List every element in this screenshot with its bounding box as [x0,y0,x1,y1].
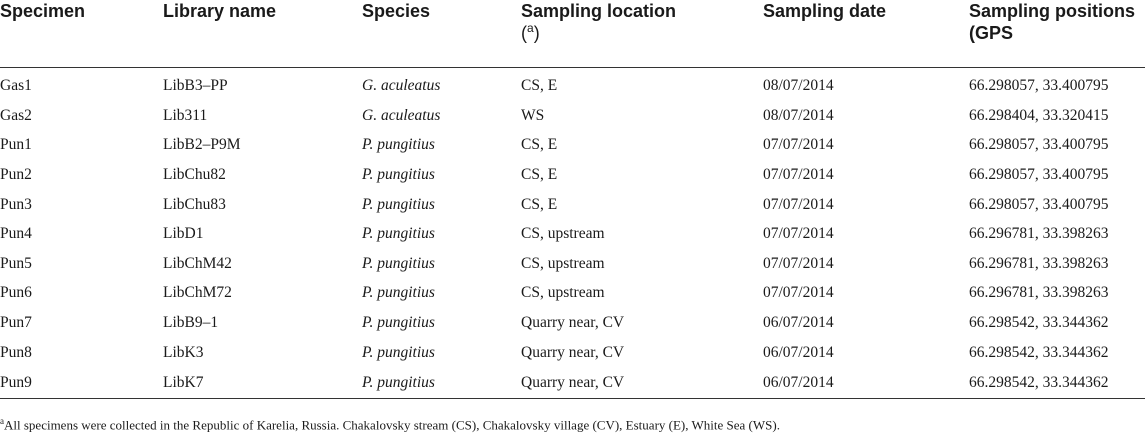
table-row: Pun9 LibK7 P. pungitius Quarry near, CV 06/0… [0,367,1145,400]
table-footnote: aAll specimens were collected in the Rep… [0,416,780,433]
cell-species: P. pungitius [362,367,521,400]
footnote-marker: a [0,416,4,426]
cell-specimen: Pun2 [0,166,32,184]
cell-sampling-date: 07/07/2014 [763,225,834,243]
table-row: Pun5 LibChM42 P. pungitius CS, upstream 07/0… [0,249,1145,279]
table-row: Pun6 LibChM72 P. pungitius CS, upstream 07/0… [0,279,1145,309]
cell-gps-position: 66.296781, 33.398263 [969,284,1109,302]
footnote-text: All specimens were collected in the Repu… [4,417,780,433]
cell-library-name: LibChM42 [163,254,232,272]
header-specimen: Specimen [0,0,163,68]
cell-specimen: Gas2 [0,106,32,124]
cell-sampling-location: Quarry near, CV [521,367,763,400]
cell-gps-position: 66.298057, 33.400795 [969,136,1109,154]
cell-species: P. pungitius [362,343,435,361]
cell-sampling-date: 06/07/2014 [763,314,834,332]
cell-gps-position: 66.298057, 33.400795 [969,166,1109,184]
table-row: Gas1 LibB3–PP G. aculeatus CS, E 08/07/2014 6… [0,67,1145,101]
cell-species: P. pungitius [362,136,435,154]
cell-sampling-location: CS, upstream [521,225,605,243]
cell-sampling-location: CS, upstream [521,254,605,272]
cell-library-name: LibD1 [163,225,204,243]
cell-sampling-location: WS [521,106,545,124]
cell-library-name: LibChu82 [163,166,226,184]
cell-library-name: LibB9–1 [163,314,219,332]
cell-gps-position: 66.298057, 33.400795 [969,77,1109,95]
cell-species: P. pungitius [362,284,435,302]
cell-sampling-date: 08/07/2014 [763,106,834,124]
table-row: Pun1 LibB2–P9M P. pungitius CS, E 07/07/2014… [0,131,1145,161]
cell-sampling-location: CS, upstream [521,284,605,302]
cell-library-name: LibK7 [163,367,362,400]
cell-specimen: Pun9 [0,367,163,400]
header-sampling-location: Sampling location (a) [521,0,763,68]
table-body: Gas1 LibB3–PP G. aculeatus CS, E 08/07/2014 6… [0,67,1145,400]
table-row: Pun7 LibB9–1 P. pungitius Quarry near, CV 06… [0,308,1145,338]
cell-gps-position: 66.298542, 33.344362 [969,314,1109,332]
table-row: Pun8 LibK3 P. pungitius Quarry near, CV 06/0… [0,338,1145,368]
location-footnote-ref: (a) [521,21,540,43]
cell-library-name: Lib311 [163,106,208,124]
table-row: Pun2 LibChu82 P. pungitius CS, E 07/07/2014 6… [0,160,1145,190]
cell-specimen: Pun1 [0,136,32,154]
cell-sampling-location: Quarry near, CV [521,314,625,332]
cell-specimen: Gas1 [0,77,32,95]
cell-library-name: LibK3 [163,343,204,361]
cell-species: G. aculeatus [362,77,441,95]
cell-sampling-location: CS, E [521,195,558,213]
table-row: Pun3 LibChu83 P. pungitius CS, E 07/07/2014 6… [0,190,1145,220]
header-sampling-date: Sampling date [763,0,969,68]
cell-gps-position: 66.298404, 33.320415 [969,106,1109,124]
cell-sampling-location: CS, E [521,77,558,95]
cell-gps-position: 66.298542, 33.344362 [969,367,1145,400]
cell-sampling-location: Quarry near, CV [521,343,625,361]
cell-gps-position: 66.298057, 33.400795 [969,195,1109,213]
cell-gps-position: 66.296781, 33.398263 [969,254,1109,272]
cell-sampling-date: 07/07/2014 [763,284,834,302]
table-row: Gas2 Lib311 G. aculeatus WS 08/07/2014 66.298… [0,101,1145,131]
cell-species: P. pungitius [362,166,435,184]
cell-sampling-location: CS, E [521,166,558,184]
cell-library-name: LibChu83 [163,195,226,213]
cell-gps-position: 66.296781, 33.398263 [969,225,1109,243]
cell-species: P. pungitius [362,225,435,243]
cell-sampling-date: 07/07/2014 [763,166,834,184]
cell-species: P. pungitius [362,195,435,213]
cell-sampling-date: 06/07/2014 [763,367,969,400]
cell-library-name: LibB2–P9M [163,136,241,154]
cell-species: G. aculeatus [362,106,441,124]
cell-species: P. pungitius [362,314,435,332]
cell-specimen: Pun7 [0,314,32,332]
cell-library-name: LibChM72 [163,284,232,302]
cell-sampling-date: 08/07/2014 [763,77,834,95]
cell-sampling-date: 07/07/2014 [763,195,834,213]
header-library-name: Library name [163,0,362,68]
table-row: Pun4 LibD1 P. pungitius CS, upstream 07/07/2… [0,219,1145,249]
cell-specimen: Pun4 [0,225,32,243]
cell-specimen: Pun3 [0,195,32,213]
cell-specimen: Pun6 [0,284,32,302]
cell-specimen: Pun8 [0,343,32,361]
cell-species: P. pungitius [362,254,435,272]
cell-sampling-date: 06/07/2014 [763,343,834,361]
header-sampling-positions: Sampling positions (GPS [969,0,1145,68]
cell-library-name: LibB3–PP [163,77,228,95]
cell-gps-position: 66.298542, 33.344362 [969,343,1109,361]
cell-sampling-date: 07/07/2014 [763,136,834,154]
cell-sampling-date: 07/07/2014 [763,254,834,272]
table-header-row: Specimen Library name Species Sampling l… [0,0,1145,68]
cell-sampling-location: CS, E [521,136,558,154]
cell-specimen: Pun5 [0,254,32,272]
header-species: Species [362,0,521,68]
specimen-table: Specimen Library name Species Sampling l… [0,0,1145,400]
